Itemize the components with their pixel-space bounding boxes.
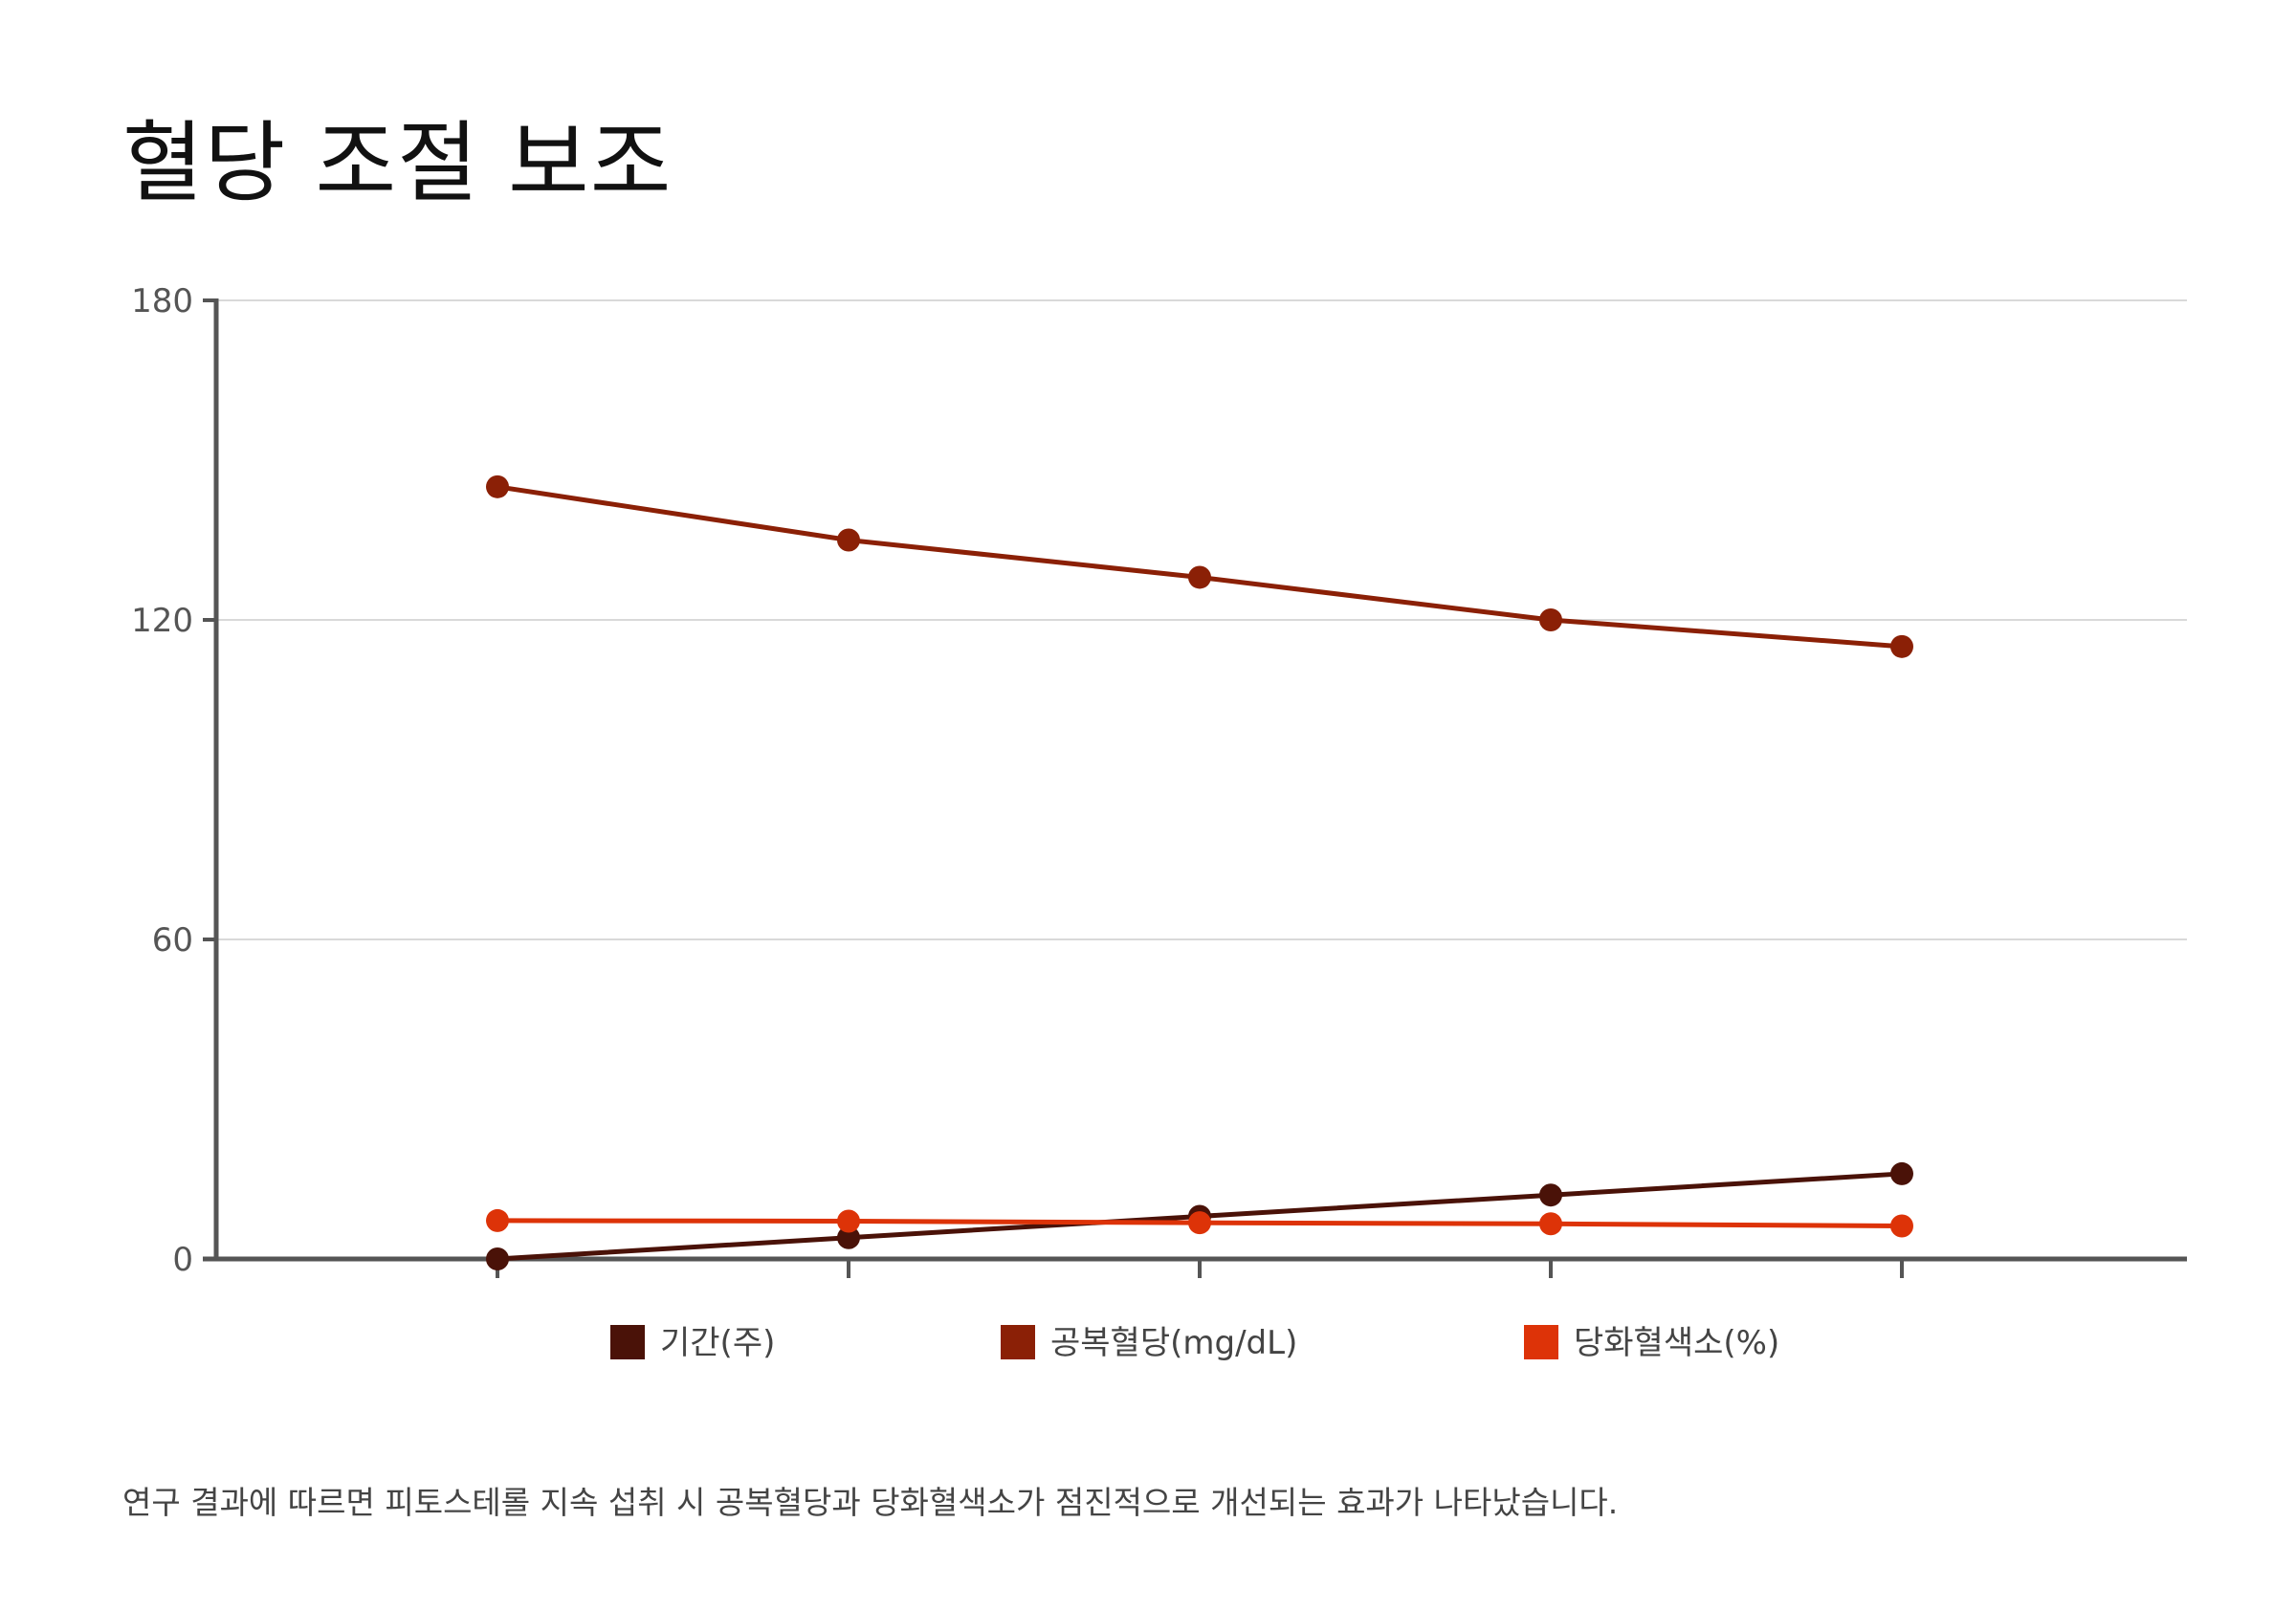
chart-title: 혈당 조절 보조 bbox=[122, 112, 673, 214]
data-point-s3-p4 bbox=[1539, 1212, 1562, 1236]
data-point-s3-p2 bbox=[837, 1209, 860, 1233]
series-layer bbox=[486, 474, 1913, 1270]
data-point-s3-p3 bbox=[1188, 1211, 1211, 1235]
data-point-s2-p2 bbox=[837, 528, 860, 552]
data-point-s1-p5 bbox=[1890, 1161, 1913, 1185]
legend: 기간(주) 공복혈당(mg/dL) 당화혈색소(%) bbox=[610, 1324, 1779, 1362]
legend-swatch-2 bbox=[1001, 1325, 1035, 1359]
data-point-s1-p2 bbox=[837, 1225, 860, 1249]
data-point-s2-p1 bbox=[486, 474, 509, 498]
data-point-s2-p3 bbox=[1188, 565, 1211, 589]
legend-label-1: 기간(주) bbox=[660, 1324, 775, 1362]
y-tick-label: 60 bbox=[152, 921, 193, 960]
legend-swatch-3 bbox=[1524, 1325, 1558, 1359]
data-point-s2-p4 bbox=[1539, 608, 1562, 631]
axis-layer: 0 60 120 180 bbox=[131, 282, 2187, 1279]
data-point-s2-p5 bbox=[1890, 634, 1913, 658]
data-point-s1-p4 bbox=[1539, 1183, 1562, 1207]
data-point-s3-p1 bbox=[486, 1208, 509, 1232]
legend-label-2: 공복혈당(mg/dL) bbox=[1050, 1324, 1297, 1362]
chart-caption: 연구 결과에 따르면 피토스테롤 지속 섭취 시 공복혈당과 당화혈색소가 점진… bbox=[122, 1484, 1619, 1521]
data-point-s1-p1 bbox=[486, 1247, 509, 1270]
y-tick-label: 0 bbox=[172, 1241, 193, 1279]
grid-layer bbox=[216, 299, 2187, 940]
legend-label-3: 당화혈색소(%) bbox=[1574, 1324, 1779, 1362]
y-tick-label: 180 bbox=[131, 282, 193, 320]
data-point-s3-p5 bbox=[1890, 1214, 1913, 1238]
legend-swatch-1 bbox=[610, 1325, 645, 1359]
y-tick-label: 120 bbox=[131, 602, 193, 640]
